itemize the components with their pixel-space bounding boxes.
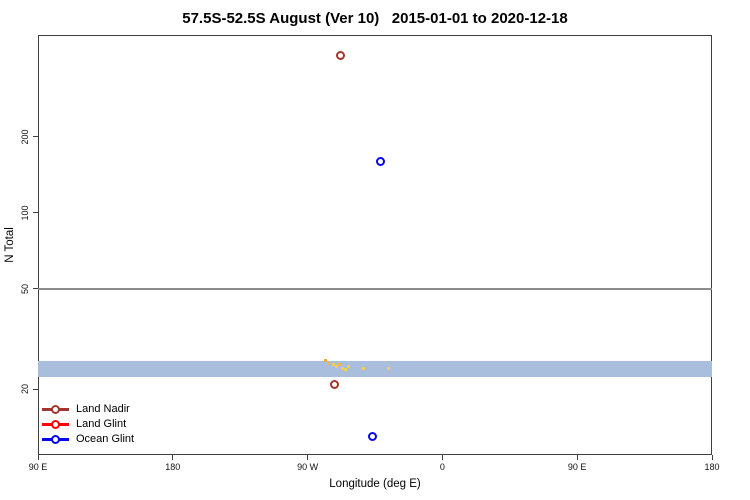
data-point-ocean-glint xyxy=(367,432,377,442)
y-tick-mark xyxy=(33,388,38,390)
y-tick-label: 100 xyxy=(20,205,30,221)
y-tick-mark xyxy=(33,212,38,214)
yellow-cluster-mark xyxy=(343,368,347,372)
yellow-cluster-mark xyxy=(361,367,365,370)
legend-label: Ocean Glint xyxy=(76,433,135,445)
y-tick-label: 50 xyxy=(20,283,30,294)
yellow-cluster-mark xyxy=(324,359,328,363)
y-tick-mark xyxy=(33,136,38,138)
yellow-cluster-mark xyxy=(334,365,338,369)
legend-label: Land Glint xyxy=(76,418,127,430)
x-tick-mark xyxy=(576,455,578,460)
x-tick-mark xyxy=(307,455,309,460)
legend-label: Land Nadir xyxy=(76,403,130,415)
data-point-land-nadir xyxy=(330,379,340,389)
y-tick-label: 200 xyxy=(20,129,30,145)
yellow-cluster-mark xyxy=(331,363,335,367)
x-tick-mark xyxy=(711,455,713,460)
yellow-cluster-mark xyxy=(346,365,350,369)
legend-marker-circle-icon xyxy=(51,435,60,444)
x-axis-title: Longitude (deg E) xyxy=(329,478,421,490)
legend-marker-circle-icon xyxy=(51,420,60,429)
y-tick-mark xyxy=(33,288,38,290)
legend-line xyxy=(42,405,69,414)
yellow-cluster-mark xyxy=(340,366,344,370)
x-tick-label: 90 E xyxy=(567,462,587,472)
legend-row: Ocean Glint xyxy=(42,432,134,447)
data-point-ocean-glint xyxy=(376,156,386,166)
x-tick-label: 0 xyxy=(439,462,445,472)
x-tick-label: 90 W xyxy=(297,462,319,472)
x-tick-mark xyxy=(172,455,174,460)
y-axis-title: N Total xyxy=(4,227,16,263)
data-point-land-nadir xyxy=(336,50,346,60)
legend-row: Land Glint xyxy=(42,417,134,432)
x-tick-label: 180 xyxy=(704,462,720,472)
legend-row: Land Nadir xyxy=(42,402,134,417)
y-tick-label: 20 xyxy=(20,384,30,395)
ocean-points-band xyxy=(38,361,712,377)
legend-line xyxy=(42,435,69,444)
x-tick-mark xyxy=(37,455,39,460)
chart-title: 57.5S-52.5S August (Ver 10) 2015-01-01 t… xyxy=(182,10,568,27)
yellow-cluster-mark xyxy=(337,362,341,366)
yellow-cluster-mark xyxy=(386,367,390,370)
x-tick-label: 90 E xyxy=(28,462,48,472)
legend-marker-circle-icon xyxy=(51,405,60,414)
x-tick-mark xyxy=(441,455,443,460)
yellow-cluster-mark xyxy=(327,361,331,365)
reference-line-50 xyxy=(38,287,712,290)
legend-line xyxy=(42,420,69,429)
x-tick-label: 180 xyxy=(165,462,181,472)
legend: Land Nadir Land Glint Ocean Glint xyxy=(42,402,134,447)
plot-area xyxy=(38,35,712,455)
